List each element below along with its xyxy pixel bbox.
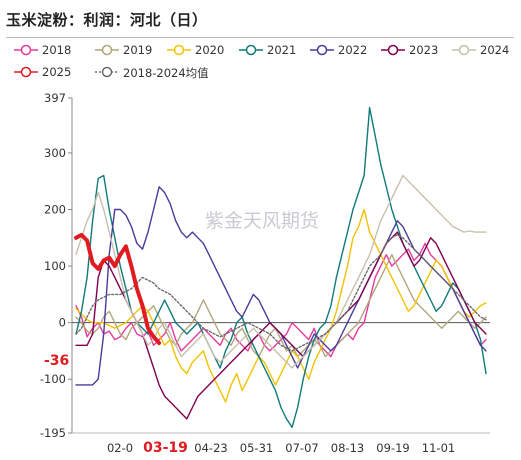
series-line-2020	[75, 208, 487, 403]
legend-label: 2024	[480, 43, 510, 57]
legend: 2018 2019 2020 2021 2022 2023 2024 2025 2018-202…	[14, 42, 514, 82]
y-tick-label: 100	[44, 259, 66, 273]
series-line-2019	[75, 253, 487, 358]
x-tick-label: 05-31	[240, 441, 273, 455]
y-tick-label: 0	[59, 316, 66, 330]
y-tick-label: 300	[44, 146, 66, 160]
title-divider	[6, 37, 514, 38]
legend-label: 2021	[267, 43, 297, 57]
current-value-label: -36	[44, 353, 69, 369]
series-line-2018-2024均值	[75, 234, 487, 352]
x-tick-label: 02-0	[107, 441, 133, 455]
legend-swatch-icon	[14, 44, 38, 56]
legend-label: 2022	[338, 43, 368, 57]
legend-label: 2018	[42, 43, 72, 57]
chart-title: 玉米淀粉：利润：河北（日）	[6, 11, 208, 29]
legend-label: 2019	[123, 43, 153, 57]
legend-swatch-icon	[14, 66, 38, 78]
y-tick-label: -100	[40, 372, 66, 386]
legend-label: 2018-2024均值	[123, 66, 209, 80]
y-tick-label: 397	[44, 91, 66, 105]
legend-swatch-icon	[310, 44, 334, 56]
x-tick-label: 07-07	[285, 441, 318, 455]
watermark-text: 紫金天风期货	[205, 210, 319, 232]
legend-label: 2020	[195, 43, 225, 57]
x-tick-label: 04-23	[194, 441, 227, 455]
legend-label: 2025	[42, 65, 72, 79]
y-tick-label: 200	[44, 202, 66, 216]
legend-swatch-icon	[452, 44, 476, 56]
series-line-2024	[75, 174, 487, 369]
legend-swatch-icon	[95, 44, 119, 56]
x-tick-label: 09-19	[376, 441, 409, 455]
x-tick-label: 11-01	[422, 441, 455, 455]
legend-label: 2023	[409, 43, 439, 57]
legend-swatch-icon	[381, 44, 405, 56]
series-line-2025	[74, 232, 162, 345]
y-tick-label: -195	[40, 426, 66, 440]
legend-swatch-icon	[239, 44, 263, 56]
series-line-2023	[75, 231, 487, 420]
series-line-2021	[75, 106, 487, 428]
x-tick-label: 08-13	[331, 441, 364, 455]
x-tick-label: 03-19	[143, 440, 188, 456]
legend-swatch-icon	[167, 44, 191, 56]
legend-swatch-icon	[95, 66, 119, 78]
